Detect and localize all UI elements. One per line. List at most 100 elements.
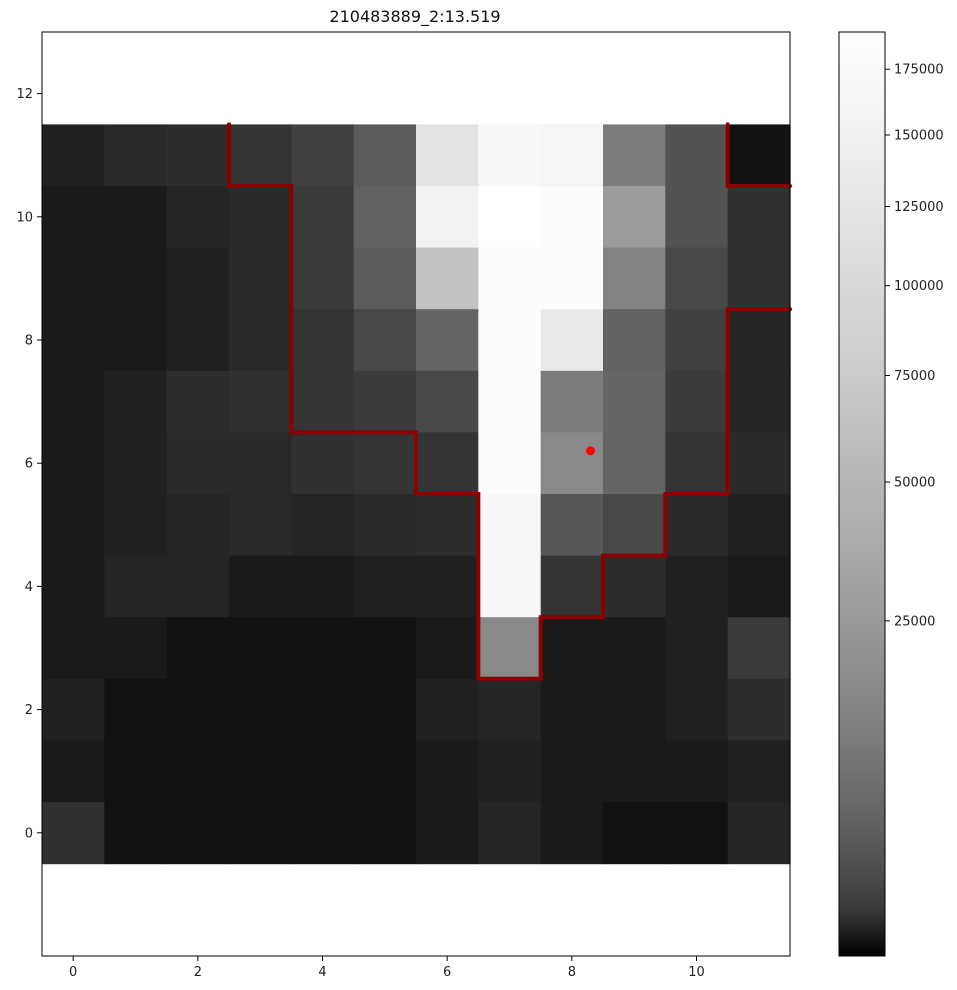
heatmap-cell — [166, 186, 230, 249]
heatmap-cell — [229, 432, 292, 495]
colorbar-tick-label: 150000 — [894, 129, 944, 144]
heatmap-cell — [603, 802, 666, 865]
heatmap-cell — [353, 802, 417, 865]
heatmap-cell — [104, 494, 168, 557]
heatmap-cell — [353, 370, 417, 433]
colorbar-tick-label: 25000 — [894, 614, 935, 629]
heatmap-cell — [727, 617, 791, 680]
heatmap-cell — [353, 740, 417, 803]
heatmap-cell — [665, 432, 729, 495]
heatmap-cell — [104, 370, 168, 433]
heatmap-cell — [478, 124, 542, 187]
heatmap-cell — [42, 186, 105, 249]
heatmap-cell — [540, 247, 604, 310]
heatmap-cell — [229, 309, 292, 372]
colorbar — [838, 31, 886, 957]
x-tick-label: 8 — [568, 965, 576, 980]
heatmap-cell — [229, 740, 292, 803]
heatmap-cell — [603, 432, 666, 495]
heatmap-cell — [478, 186, 542, 249]
heatmap-cell — [42, 494, 105, 557]
heatmap-cell — [478, 370, 542, 433]
heatmap-cell — [416, 309, 479, 372]
heatmap-cell — [665, 555, 729, 618]
heatmap-cell — [104, 740, 168, 803]
y-tick-label: 10 — [16, 210, 33, 225]
heatmap-cell — [42, 247, 105, 310]
heatmap-cell — [478, 740, 542, 803]
y-tick-label: 4 — [25, 580, 33, 595]
colorbar-ticks: 25000 50000 75000 100000 125000 150000 175000 — [885, 63, 944, 629]
heatmap-cell — [727, 370, 791, 433]
heatmap-cell — [478, 432, 542, 495]
heatmap-cell — [353, 309, 417, 372]
heatmap-cell — [229, 802, 292, 865]
heatmap-cell — [540, 432, 604, 495]
heatmap-cell — [478, 555, 542, 618]
y-tick-label: 8 — [25, 334, 33, 349]
heatmap-cell — [104, 186, 168, 249]
heatmap-cell — [104, 247, 168, 310]
heatmap-cell — [727, 432, 791, 495]
heatmap-cell — [104, 617, 168, 680]
heatmap-cell — [166, 740, 230, 803]
heatmap-cell — [353, 555, 417, 618]
heatmap-cell — [478, 309, 542, 372]
heatmap-cell — [603, 370, 666, 433]
x-axis: 0 2 4 6 8 10 — [69, 956, 705, 980]
y-tick-label: 2 — [25, 703, 33, 718]
heatmap-cell — [166, 678, 230, 741]
heatmap-cell — [353, 678, 417, 741]
heatmap-cell — [104, 432, 168, 495]
heatmap-cell — [540, 555, 604, 618]
heatmap-cell — [603, 124, 666, 187]
y-axis: 0 2 4 6 8 10 12 — [16, 87, 42, 841]
heatmap-cell — [540, 678, 604, 741]
x-tick-label: 0 — [69, 965, 77, 980]
heatmap-cell — [42, 370, 105, 433]
colorbar-tick-label: 50000 — [894, 475, 935, 490]
heatmap-cell — [166, 432, 230, 495]
heatmap-cell — [416, 124, 479, 187]
heatmap-cell — [727, 186, 791, 249]
centroid-marker-group — [586, 446, 596, 456]
x-tick-label: 4 — [318, 965, 326, 980]
heatmap-cell — [291, 494, 355, 557]
x-tick-label: 6 — [443, 965, 451, 980]
heatmap-cell — [166, 124, 230, 187]
heatmap-cell — [416, 617, 479, 680]
heatmap-cell — [42, 740, 105, 803]
heatmap-cell — [603, 555, 666, 618]
heatmap-cell — [166, 494, 230, 557]
heatmap-cell — [478, 617, 542, 680]
centroid-marker — [586, 446, 596, 456]
heatmap-cell — [478, 247, 542, 310]
heatmap-cell — [478, 494, 542, 557]
heatmap-cell — [540, 186, 604, 249]
heatmap-cell — [353, 432, 417, 495]
heatmap-cell — [603, 247, 666, 310]
heatmap-cell — [291, 678, 355, 741]
heatmap-cell — [665, 740, 729, 803]
heatmap-cell — [229, 370, 292, 433]
heatmap-cell — [291, 740, 355, 803]
aperture-outline-path — [725, 122, 792, 188]
y-tick-label: 0 — [25, 826, 33, 841]
y-tick-label: 6 — [25, 457, 33, 472]
heatmap-cell — [291, 247, 355, 310]
heatmap-cell — [478, 802, 542, 865]
heatmap-cell — [727, 124, 791, 187]
heatmap-cell — [727, 494, 791, 557]
heatmap-cell — [727, 740, 791, 803]
colorbar-tick-label: 100000 — [894, 279, 944, 294]
heatmap-cell — [353, 617, 417, 680]
heatmap-cell — [665, 678, 729, 741]
heatmap-cell — [166, 247, 230, 310]
heatmap-cell — [727, 247, 791, 310]
heatmap-cell — [229, 124, 292, 187]
aperture-outline — [227, 122, 792, 681]
heatmap-cell — [229, 186, 292, 249]
heatmap-cell — [104, 678, 168, 741]
heatmap-cell — [42, 678, 105, 741]
